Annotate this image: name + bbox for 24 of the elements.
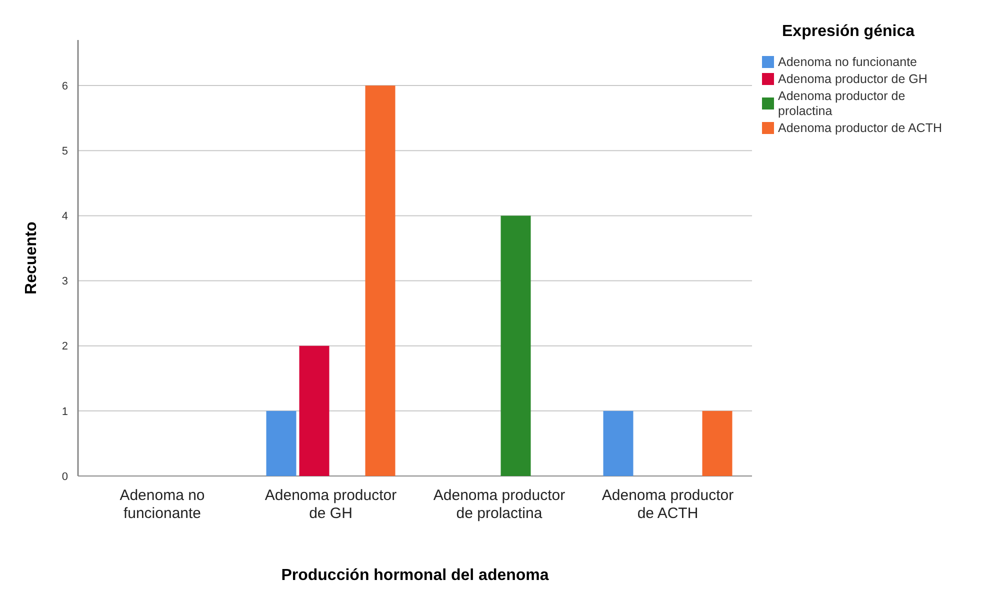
y-tick-label: 1 bbox=[62, 406, 68, 418]
x-tick-label: Adenoma productor de GH bbox=[264, 487, 397, 522]
y-tick-label: 6 bbox=[62, 80, 68, 92]
y-tick-label: 2 bbox=[62, 340, 68, 353]
bar bbox=[266, 410, 296, 476]
bar bbox=[702, 410, 732, 476]
x-tick-label: Adenoma productor de prolactina bbox=[433, 487, 566, 522]
x-tick-label: Adenoma no funcionante bbox=[120, 487, 205, 522]
legend-label: Adenoma no funcionante bbox=[778, 55, 918, 69]
x-tick-label: Adenoma productor de ACTH bbox=[602, 487, 734, 522]
legend-label: Adenoma productor de prolactina bbox=[778, 89, 906, 118]
legend-label: Adenoma productor de ACTH bbox=[778, 121, 942, 135]
bar bbox=[365, 86, 396, 476]
legend-label: Adenoma productor de GH bbox=[778, 72, 928, 86]
y-tick-label: 3 bbox=[62, 276, 68, 288]
legend-title: Expresión génica bbox=[782, 23, 915, 40]
bar bbox=[603, 410, 634, 476]
x-axis-title: Producción hormonal del adenoma bbox=[281, 567, 549, 584]
y-tick-label: 5 bbox=[62, 145, 68, 158]
bar bbox=[299, 346, 330, 476]
y-tick-label: 4 bbox=[62, 210, 68, 223]
y-axis-title: Recuento bbox=[23, 221, 40, 294]
y-tick-label: 0 bbox=[62, 470, 68, 483]
bar bbox=[500, 216, 531, 476]
